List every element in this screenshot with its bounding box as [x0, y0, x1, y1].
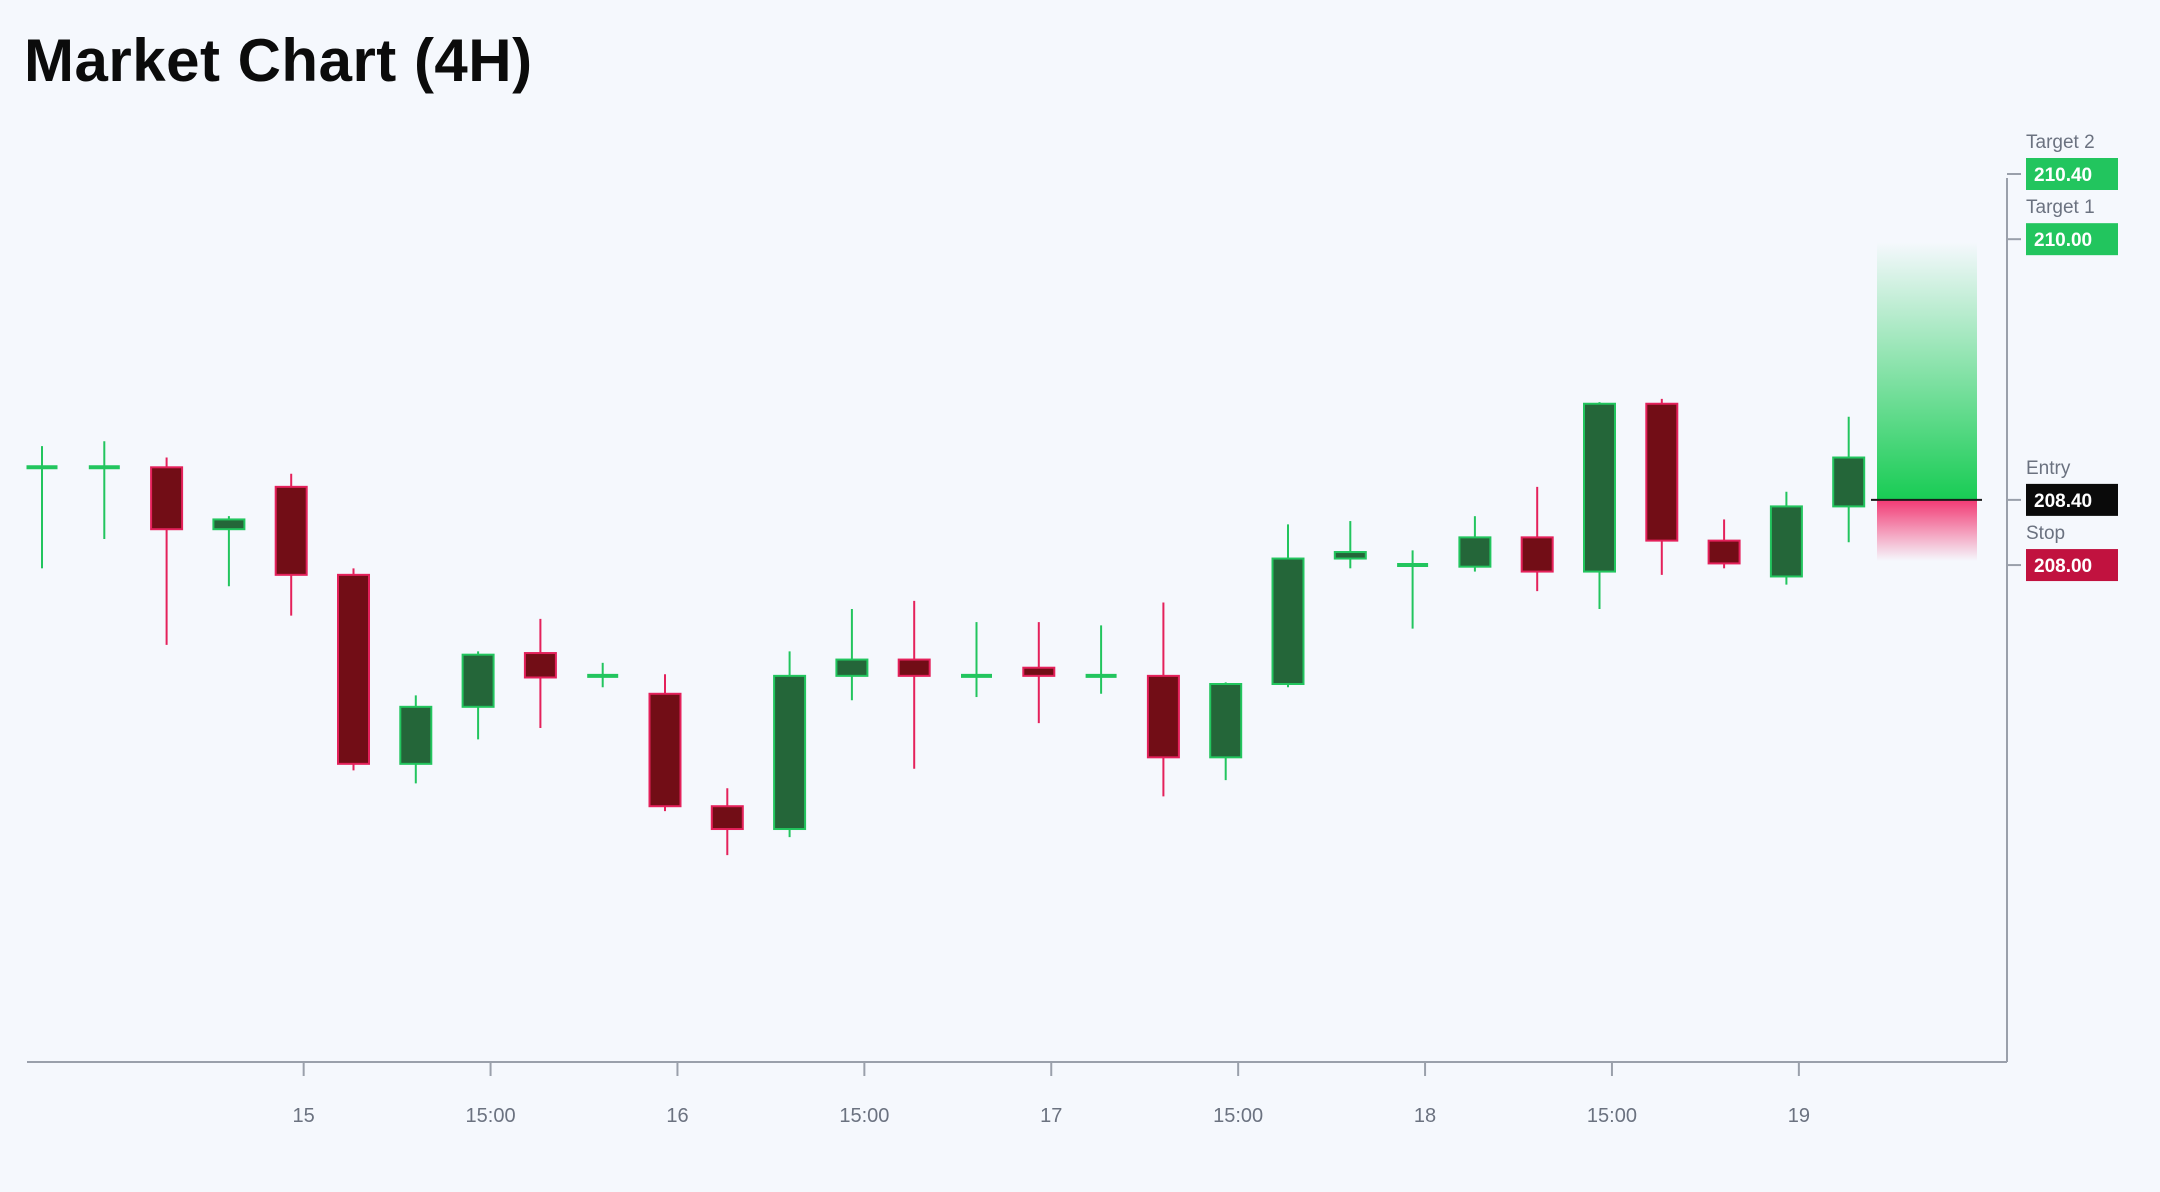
candle-body: [897, 658, 931, 677]
candle-body: [1832, 456, 1866, 508]
stop-badge: [2026, 549, 2118, 582]
candle-body: [212, 518, 246, 531]
candle-body: [710, 805, 744, 831]
candle-body: [1022, 666, 1056, 677]
candle-body: [1520, 536, 1554, 573]
candle-body: [1209, 683, 1243, 759]
candle-body: [399, 705, 433, 765]
candle-body: [523, 652, 557, 679]
x-tick-label: 19: [1788, 1105, 1810, 1127]
entry-badge: [2026, 483, 2118, 516]
x-tick-label: 15: [293, 1105, 315, 1127]
entry-price: 208.40: [2034, 491, 2092, 512]
entry-label: Entry: [2026, 458, 2071, 479]
x-tick-label: 15:00: [1587, 1105, 1637, 1127]
candle-body: [1333, 551, 1367, 560]
x-tick-label: 17: [1040, 1105, 1062, 1127]
target-1-badge: [2026, 223, 2118, 256]
candle-body: [1146, 674, 1180, 759]
stop-label: Stop: [2026, 523, 2065, 544]
target-2-price: 210.40: [2034, 165, 2092, 186]
x-tick-label: 15:00: [1213, 1105, 1263, 1127]
candle-body: [648, 692, 682, 808]
x-tick-label: 16: [666, 1105, 688, 1127]
target-1-label: Target 1: [2026, 197, 2095, 218]
target-2-badge: [2026, 158, 2118, 190]
x-tick-label: 15:00: [466, 1105, 516, 1127]
stop-price: 208.00: [2034, 556, 2092, 577]
candle-body: [835, 658, 869, 677]
candle-body: [1583, 402, 1616, 573]
candle-body: [1458, 536, 1492, 568]
candle-body: [1769, 505, 1803, 578]
profit-zone: [1877, 242, 1977, 500]
candle-body: [1645, 402, 1679, 542]
candle-body: [337, 573, 370, 765]
candle-body: [150, 466, 184, 531]
candle-body: [461, 653, 495, 708]
candle-body: [1271, 557, 1305, 686]
x-tick-label: 18: [1414, 1105, 1436, 1127]
candle-body: [274, 485, 308, 576]
target-2-label: Target 2: [2026, 132, 2095, 153]
candle-body: [1707, 539, 1741, 565]
x-tick-label: 15:00: [839, 1105, 889, 1127]
loss-zone: [1877, 499, 1977, 562]
target-1-price: 210.00: [2034, 230, 2092, 251]
page-title: Market Chart (4H): [24, 27, 533, 94]
candle-body: [773, 674, 807, 831]
